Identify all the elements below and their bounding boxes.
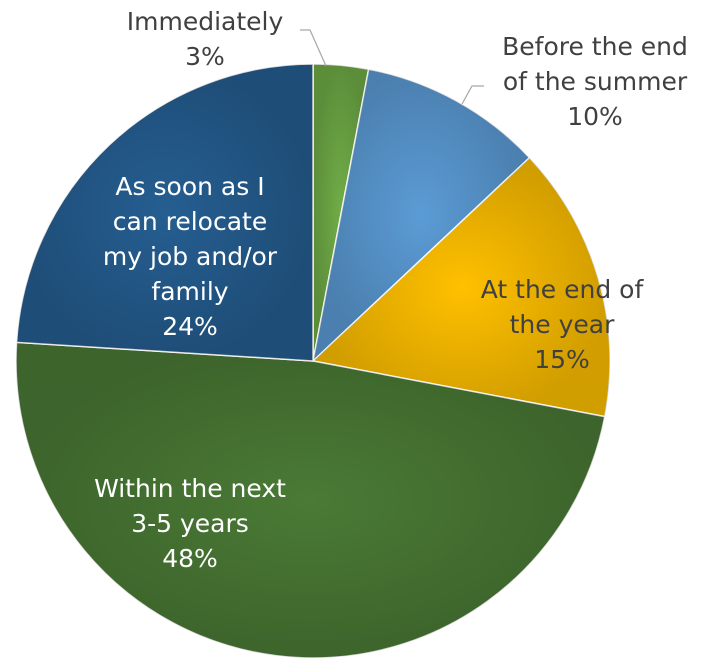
pie-slices [15,63,611,659]
slice-label-line: of the summer [503,67,688,96]
slice-label-line: 3-5 years [131,509,249,538]
slice-label-1: Immediately 3% [127,7,284,71]
pie-slice-3 [311,156,611,418]
slice-label-line: my job and/or [103,242,278,271]
slice-label-line: can relocate [113,207,267,236]
slice-label-line: Before the end [502,32,688,61]
pie-slice-shading [313,157,610,417]
slice-label-4: Within the next 3-5 years 48% [94,474,286,573]
slice-label-line: Within the next [94,474,286,503]
pie-slice-5 [15,63,314,362]
slice-labels: Immediately 3% Before the end of the summer… [94,7,688,573]
pie-slice-shading [16,64,314,361]
slice-percent: 3% [185,42,225,71]
leader-lines [300,29,484,105]
pie-slice-shading [16,342,605,658]
slice-percent: 48% [162,544,218,573]
slice-label-line: Immediately [127,7,284,36]
slice-label-5: As soon as I can relocate my job and/or fam… [103,172,278,341]
slice-label-line: the year [510,310,615,339]
pie-slice-2 [311,68,531,364]
slice-label-line: family [151,277,228,306]
slice-percent: 10% [567,102,623,131]
slice-percent: 24% [162,312,218,341]
leader-line-1 [300,29,327,67]
pie-slice-4 [15,341,606,659]
pie-slice-shading [313,69,530,361]
slice-percent: 15% [534,345,590,374]
slice-label-line: At the end of [481,275,645,304]
leader-line-2 [461,85,484,105]
slice-label-line: As soon as I [115,172,264,201]
slice-label-2: Before the end of the summer 10% [502,32,688,131]
slice-label-3: At the end of the year 15% [481,275,645,374]
